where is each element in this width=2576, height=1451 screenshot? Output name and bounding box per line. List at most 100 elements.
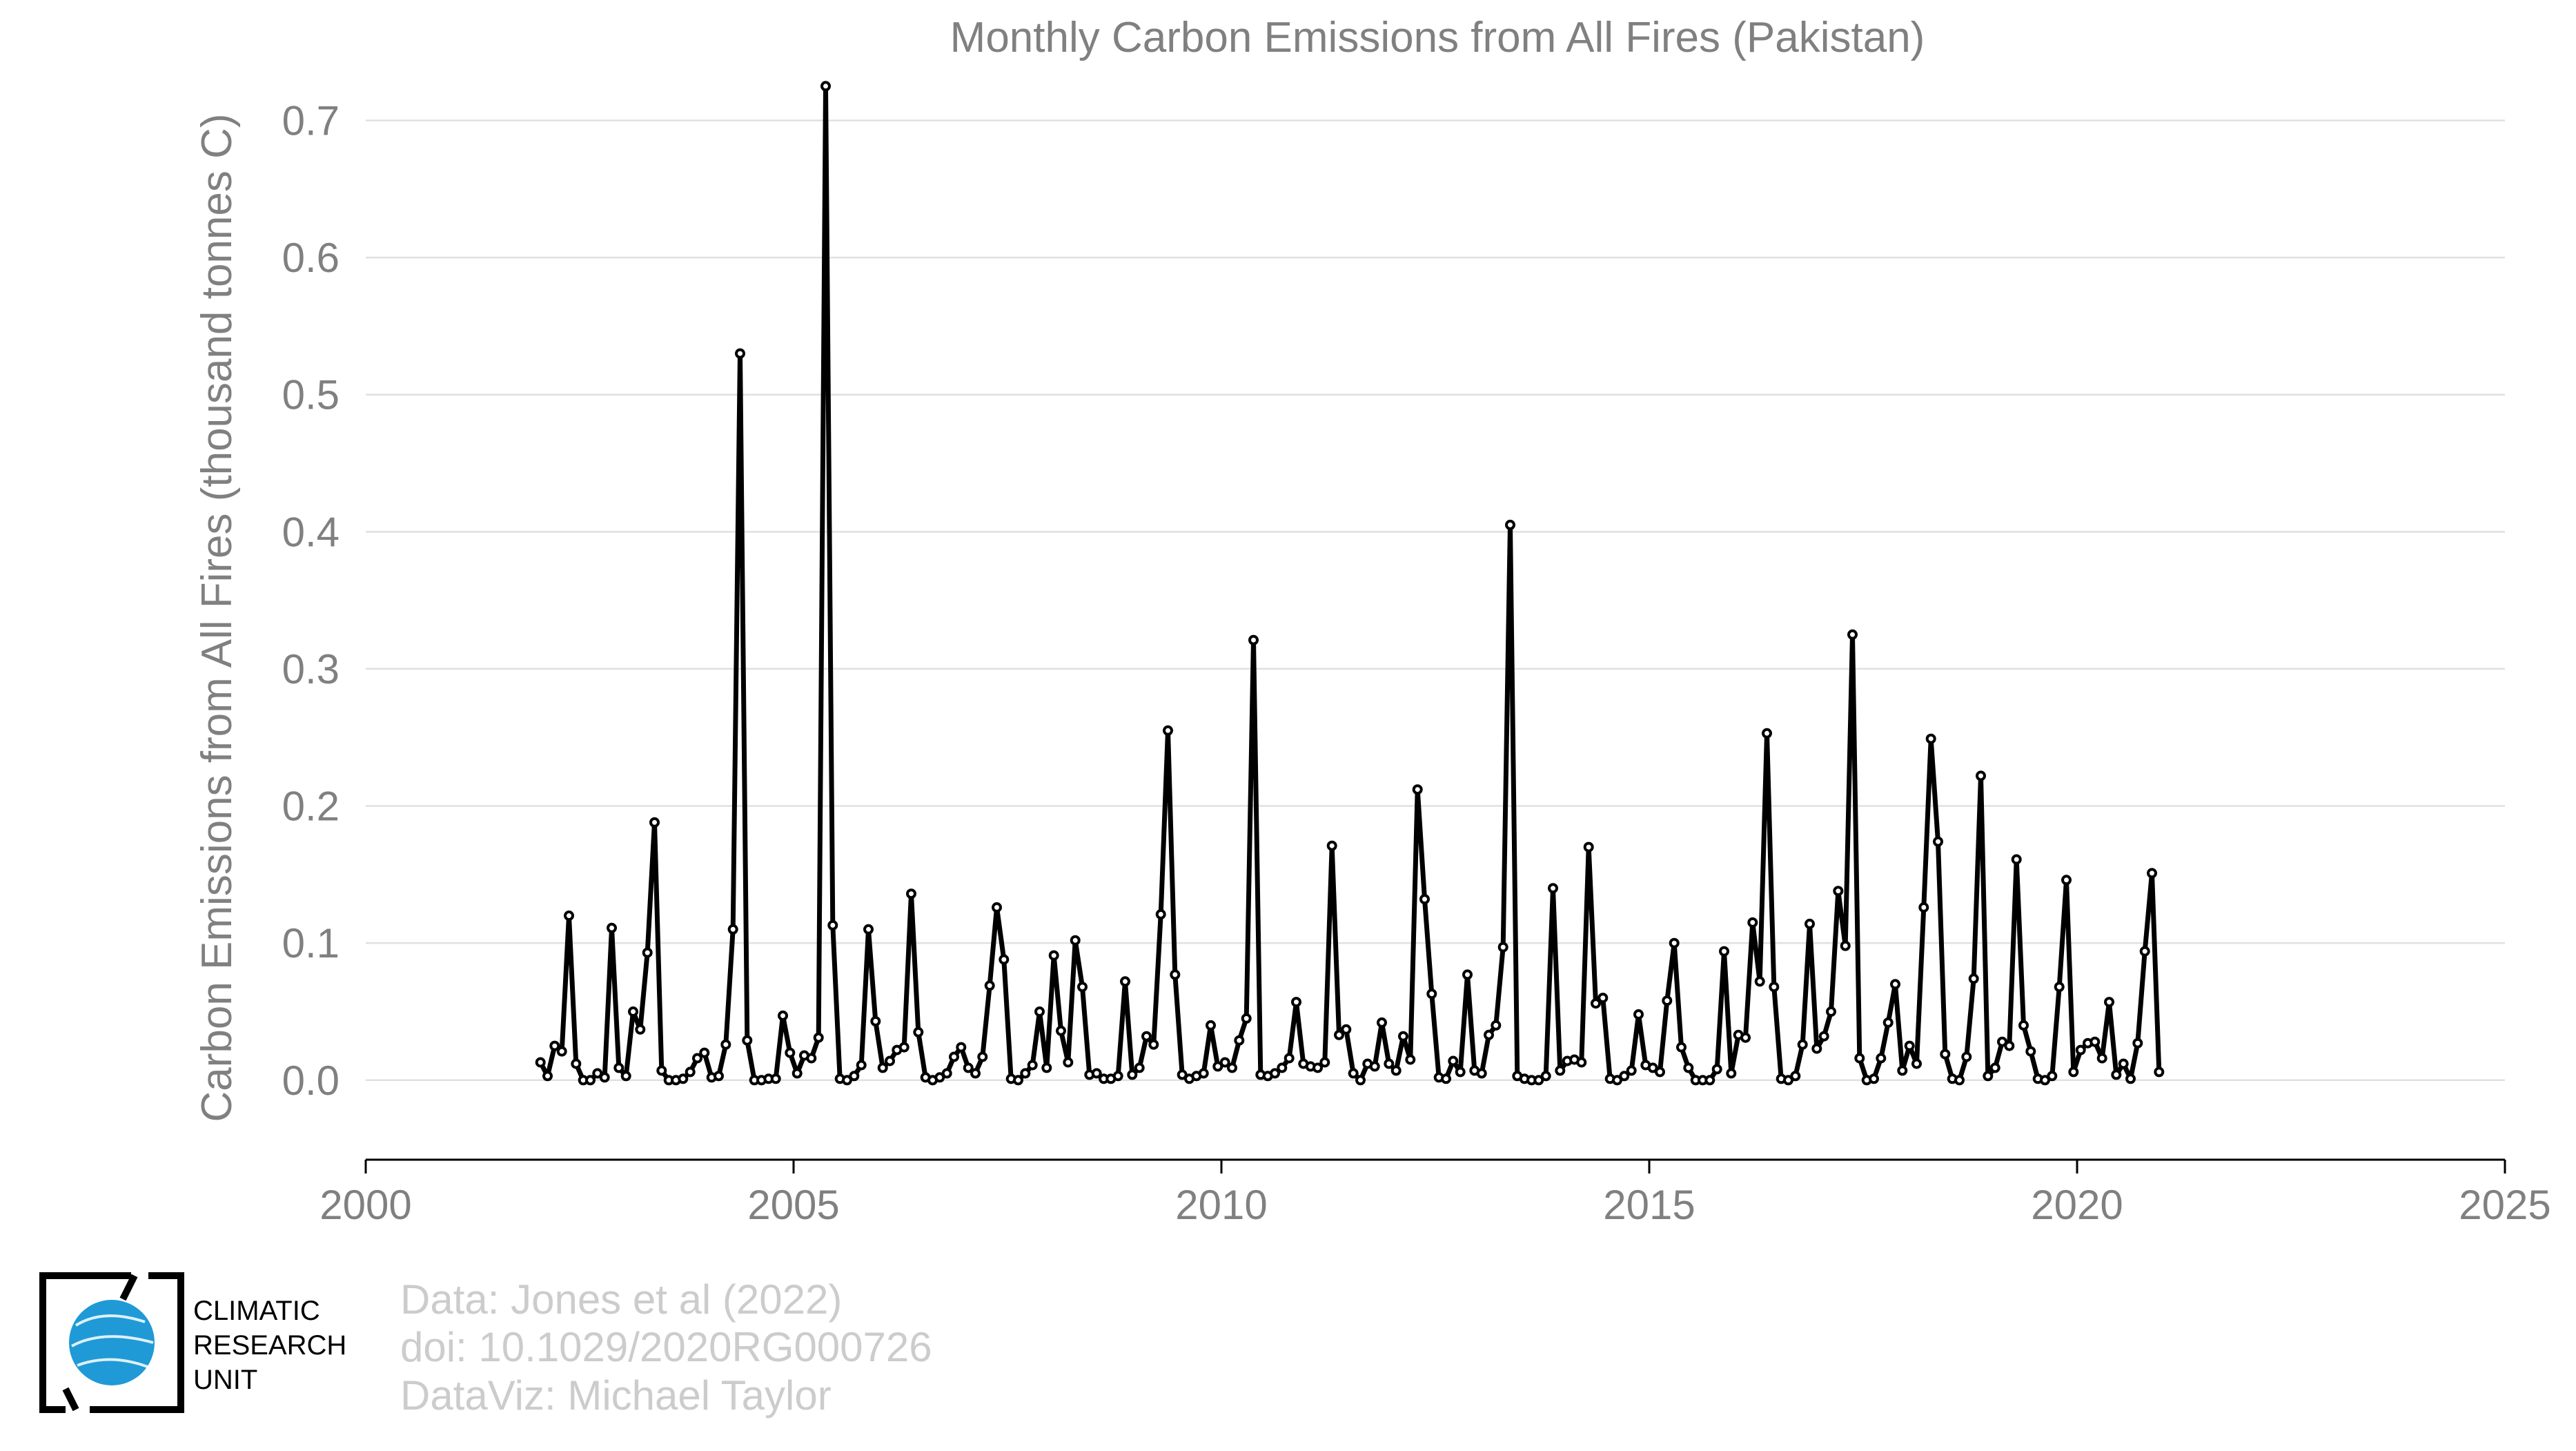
data-point (1027, 1060, 1038, 1071)
data-point (1348, 1068, 1359, 1079)
data-point (1989, 1062, 2000, 1073)
data-point (685, 1067, 696, 1078)
y-tick-label: 0.6 (282, 235, 340, 281)
data-point (1954, 1075, 1965, 1086)
data-point (1056, 1025, 1066, 1036)
cru-logo: CLIMATIC RESEARCH UNIT (39, 1272, 346, 1413)
data-point (1120, 976, 1130, 987)
x-axis-ticks: 2000 2005 2010 2015 2020 2025 (319, 1160, 2551, 1228)
data-point (727, 924, 738, 935)
data-point (556, 1046, 567, 1057)
data-point (1890, 979, 1900, 990)
data-point (1277, 1062, 1288, 1073)
data-point (1655, 1067, 1665, 1078)
data-point (1448, 1055, 1459, 1067)
data-point (2018, 1020, 2029, 1031)
data-point (1170, 969, 1181, 980)
data-point (1234, 1035, 1245, 1046)
data-point (1148, 1039, 1159, 1050)
data-point (1127, 1069, 1138, 1080)
x-tick-label: 2005 (747, 1182, 839, 1228)
data-point (1206, 1020, 1216, 1031)
data-point (1968, 973, 1979, 984)
data-point (1976, 770, 1986, 781)
data-point (792, 1068, 803, 1079)
x-tick-label: 2015 (1603, 1182, 1695, 1228)
data-point (714, 1071, 724, 1082)
data-point (1676, 1042, 1687, 1053)
data-point (813, 1032, 824, 1043)
data-point (678, 1073, 689, 1084)
data-point (1462, 969, 1473, 980)
data-point (1326, 840, 1337, 851)
data-point (1355, 1075, 1366, 1086)
data-point (785, 1047, 796, 1058)
data-point (1833, 886, 1844, 897)
data-point (1555, 1065, 1566, 1076)
credit-doi: doi: 10.1029/2020RG000726 (400, 1324, 932, 1370)
data-point (1484, 1029, 1494, 1040)
data-point (1419, 894, 1430, 905)
data-point (1013, 1075, 1023, 1086)
data-point (1904, 1040, 1915, 1051)
data-point (1491, 1020, 1502, 1031)
y-tick-label: 0.7 (282, 97, 340, 144)
data-point (2047, 1071, 2058, 1082)
data-point (1048, 950, 1059, 961)
data-point (699, 1047, 710, 1058)
data-point (970, 1068, 981, 1079)
data-point (1790, 1071, 1801, 1082)
data-point (1662, 995, 1673, 1006)
data-point (1882, 1017, 1894, 1028)
y-tick-label: 0.2 (282, 783, 340, 830)
data-point (1227, 1062, 1237, 1073)
data-point (542, 1071, 553, 1082)
data-point (1248, 634, 1259, 645)
y-tick-label: 0.0 (282, 1058, 340, 1104)
data-point (1847, 629, 1858, 640)
data-point (1769, 982, 1780, 993)
data-point (778, 1010, 788, 1021)
data-point (2075, 1044, 2086, 1055)
data-point (1797, 1039, 1808, 1050)
data-point (2011, 854, 2022, 865)
data-point (1805, 918, 1815, 929)
data-point (2061, 875, 2072, 886)
data-point (1911, 1058, 1922, 1069)
data-point (984, 980, 995, 991)
data-point (635, 1024, 646, 1035)
data-point (1241, 1013, 1252, 1024)
data-point (1212, 1061, 1223, 1072)
data-point (1476, 1068, 1487, 1079)
data-point (1426, 989, 1437, 1000)
y-tick-label: 0.5 (282, 372, 340, 418)
data-point (1647, 1062, 1658, 1073)
y-axis-label: Carbon Emissions from All Fires (thousan… (193, 113, 241, 1122)
data-point (856, 1060, 867, 1071)
data-point (1284, 1053, 1295, 1064)
data-point (842, 1075, 852, 1086)
data-point (2004, 1040, 2015, 1051)
logo-text-research: RESEARCH (193, 1330, 346, 1361)
data-point (1683, 1062, 1694, 1073)
y-tick-label: 0.4 (282, 509, 340, 555)
data-point (1961, 1051, 1972, 1062)
data-point (620, 1071, 631, 1082)
data-point (1155, 909, 1166, 919)
data-point (2104, 997, 2114, 1008)
data-point (806, 1053, 817, 1064)
data-point (1783, 1075, 1793, 1086)
data-point (1918, 902, 1929, 913)
data-point (941, 1068, 952, 1079)
data-point (1270, 1068, 1280, 1079)
data-point (1441, 1073, 1451, 1084)
data-point (1455, 1067, 1466, 1078)
data-point (1597, 993, 1609, 1004)
data-point (607, 922, 617, 933)
data-point (1134, 1062, 1145, 1073)
data-point (956, 1042, 967, 1053)
data-point (1291, 997, 1301, 1008)
y-tick-label: 0.1 (282, 920, 340, 966)
data-point (692, 1053, 702, 1064)
